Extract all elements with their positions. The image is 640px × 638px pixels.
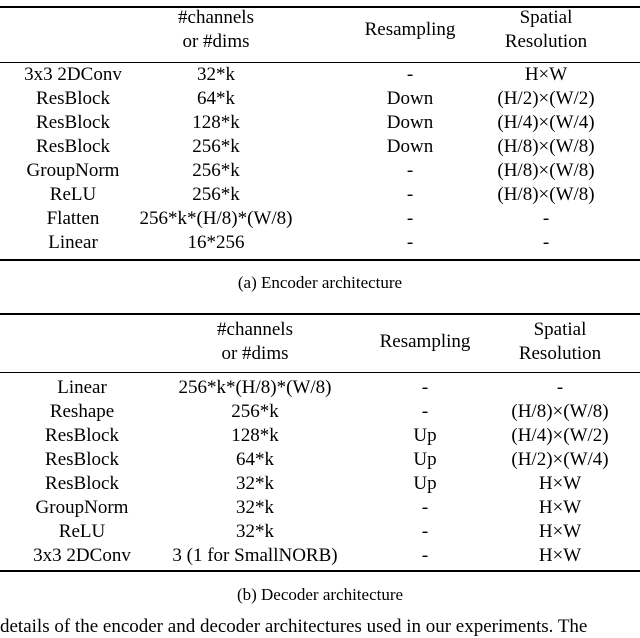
table-cell: Down <box>386 112 434 133</box>
table-cell: 128*k <box>192 112 240 133</box>
table-cell: ReLU <box>58 521 106 542</box>
header-cell: Resampling <box>364 19 456 40</box>
table-cell: (H/4)×(W/4) <box>497 112 595 133</box>
table-cell: 256*k <box>192 160 240 181</box>
table-cell: 16*256 <box>187 232 245 253</box>
table-cell: (H/8)×(W/8) <box>511 401 609 422</box>
table-cell: (H/4)×(W/2) <box>511 425 609 446</box>
header-cell: or #dims <box>221 343 289 364</box>
table-cell: 3x3 2DConv <box>24 64 122 85</box>
table-cell: 32*k <box>236 497 274 518</box>
table-rule <box>0 570 640 572</box>
table-cell: 32*k <box>236 473 274 494</box>
table-cell: ResBlock <box>36 136 110 157</box>
table-cell: 3x3 2DConv <box>33 545 131 566</box>
table-cell: ResBlock <box>45 449 119 470</box>
table-cell: ResBlock <box>45 425 119 446</box>
table-cell: (H/8)×(W/8) <box>497 136 595 157</box>
table-cell: (H/2)×(W/4) <box>511 449 609 470</box>
table-caption: (b) Decoder architecture <box>236 585 404 604</box>
table-rule <box>0 6 640 8</box>
table-cell: - <box>421 377 429 398</box>
table-cell: - <box>421 521 429 542</box>
table-cell: - <box>406 64 414 85</box>
table-cell: Linear <box>48 232 98 253</box>
table-cell: 32*k <box>236 521 274 542</box>
table-cell: Up <box>413 425 437 446</box>
header-cell: Resolution <box>504 31 588 52</box>
table-cell: 64*k <box>236 449 274 470</box>
table-cell: 64*k <box>197 88 235 109</box>
table-cell: ResBlock <box>45 473 119 494</box>
table-cell: (H/8)×(W/8) <box>497 184 595 205</box>
table-cell: 256*k <box>231 401 279 422</box>
table-cell: Flatten <box>46 208 100 229</box>
table-rule <box>0 313 640 315</box>
table-cell: - <box>406 232 414 253</box>
table-cell: ReLU <box>49 184 97 205</box>
table-cell: H×W <box>538 497 582 518</box>
table-cell: 256*k*(H/8)*(W/8) <box>178 377 332 398</box>
table-cell: Reshape <box>49 401 115 422</box>
table-cell: ResBlock <box>36 112 110 133</box>
table-cell: Down <box>386 136 434 157</box>
table-cell: - <box>556 377 564 398</box>
header-cell: Resampling <box>379 331 471 352</box>
body-text: details of the encoder and decoder archi… <box>0 616 588 637</box>
table-cell: - <box>421 497 429 518</box>
table-rule <box>0 259 640 261</box>
table-cell: Linear <box>57 377 107 398</box>
table-cell: H×W <box>538 521 582 542</box>
header-cell: Spatial <box>519 7 573 28</box>
header-cell: or #dims <box>182 31 250 52</box>
table-cell: Up <box>413 449 437 470</box>
table-cell: 3 (1 for SmallNORB) <box>172 545 338 566</box>
table-cell: 256*k <box>192 184 240 205</box>
table-cell: Down <box>386 88 434 109</box>
table-cell: H×W <box>538 473 582 494</box>
header-cell: Spatial <box>533 319 587 340</box>
table-cell: 32*k <box>197 64 235 85</box>
table-rule <box>0 62 640 63</box>
header-cell: #channels <box>217 319 293 340</box>
table-cell: - <box>406 160 414 181</box>
table-cell: (H/2)×(W/2) <box>497 88 595 109</box>
table-cell: H×W <box>524 64 568 85</box>
table-caption: (a) Encoder architecture <box>237 273 403 292</box>
table-cell: 256*k*(H/8)*(W/8) <box>139 208 293 229</box>
table-rule <box>0 372 640 373</box>
table-cell: Up <box>413 473 437 494</box>
header-cell: Resolution <box>518 343 602 364</box>
table-cell: 128*k <box>231 425 279 446</box>
table-cell: - <box>421 401 429 422</box>
table-cell: 256*k <box>192 136 240 157</box>
table-cell: - <box>542 232 550 253</box>
table-cell: GroupNorm <box>35 497 129 518</box>
table-cell: GroupNorm <box>26 160 120 181</box>
table-cell: - <box>542 208 550 229</box>
table-cell: - <box>406 208 414 229</box>
header-cell: #channels <box>178 7 254 28</box>
table-cell: ResBlock <box>36 88 110 109</box>
table-cell: - <box>421 545 429 566</box>
table-cell: (H/8)×(W/8) <box>497 160 595 181</box>
table-cell: H×W <box>538 545 582 566</box>
table-cell: - <box>406 184 414 205</box>
